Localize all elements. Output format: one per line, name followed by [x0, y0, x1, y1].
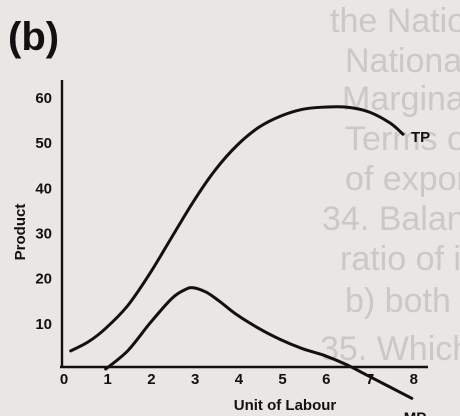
x-tick-label: 2: [147, 371, 155, 388]
y-tick-label: 30: [35, 226, 52, 243]
series-label-mp: MP: [404, 409, 427, 416]
x-tick-label: 4: [235, 371, 244, 388]
x-tick-labels: 0 1 2 3 4 5 6 7 8: [60, 371, 418, 388]
x-tick-label: 1: [104, 371, 112, 388]
bleed-text-line: 34. Balance of trade: [322, 200, 460, 238]
y-tick-label: 40: [35, 180, 52, 197]
bleed-text-line: the National Pro: [330, 2, 460, 40]
bleed-text-line: ratio of imports an: [340, 240, 460, 278]
bleed-text-line: b) both a and: [345, 282, 460, 320]
x-tick-label: 6: [322, 371, 330, 388]
bleed-text-line: of exports and impo: [345, 160, 460, 198]
series-line-mp: [104, 286, 414, 400]
y-tick-label: 50: [35, 135, 52, 152]
x-tick-label: 0: [60, 371, 68, 388]
bleed-text-line: Marginal Produc: [342, 80, 460, 118]
series-lines: TP MP: [69, 105, 430, 416]
x-tick-label: 7: [366, 371, 374, 388]
y-tick-label: 60: [35, 90, 52, 107]
bleed-text-line: National Product: [345, 42, 460, 80]
x-tick-label: 5: [278, 371, 286, 388]
panel-label: (b): [8, 15, 59, 59]
x-tick-label: 8: [410, 371, 418, 388]
y-tick-labels: 10 20 30 40 50 60: [35, 90, 52, 333]
series-label-tp: TP: [411, 129, 430, 146]
x-tick-label: 3: [191, 371, 199, 388]
bleed-text-line: Terms of trade sign: [345, 120, 460, 158]
y-axis-title: Product: [12, 204, 29, 261]
y-tick-label: 20: [35, 271, 52, 288]
bleed-through-text: the National ProNational ProductMarginal…: [320, 2, 460, 368]
series-line-tp: [69, 105, 405, 353]
x-axis-title: Unit of Labour: [234, 397, 337, 414]
y-tick-label: 10: [35, 316, 52, 333]
